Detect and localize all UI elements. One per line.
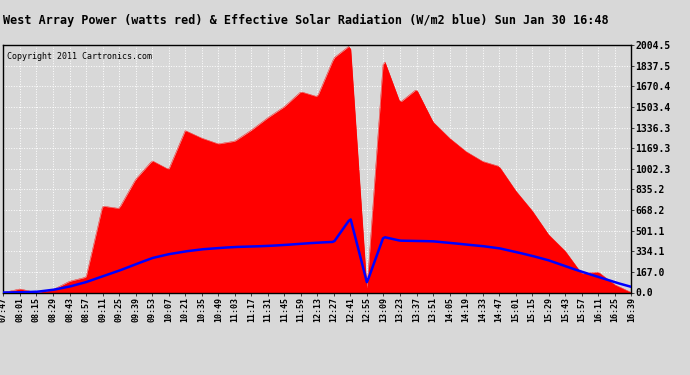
Text: West Array Power (watts red) & Effective Solar Radiation (W/m2 blue) Sun Jan 30 : West Array Power (watts red) & Effective… [3, 14, 609, 27]
Text: Copyright 2011 Cartronics.com: Copyright 2011 Cartronics.com [7, 53, 152, 62]
